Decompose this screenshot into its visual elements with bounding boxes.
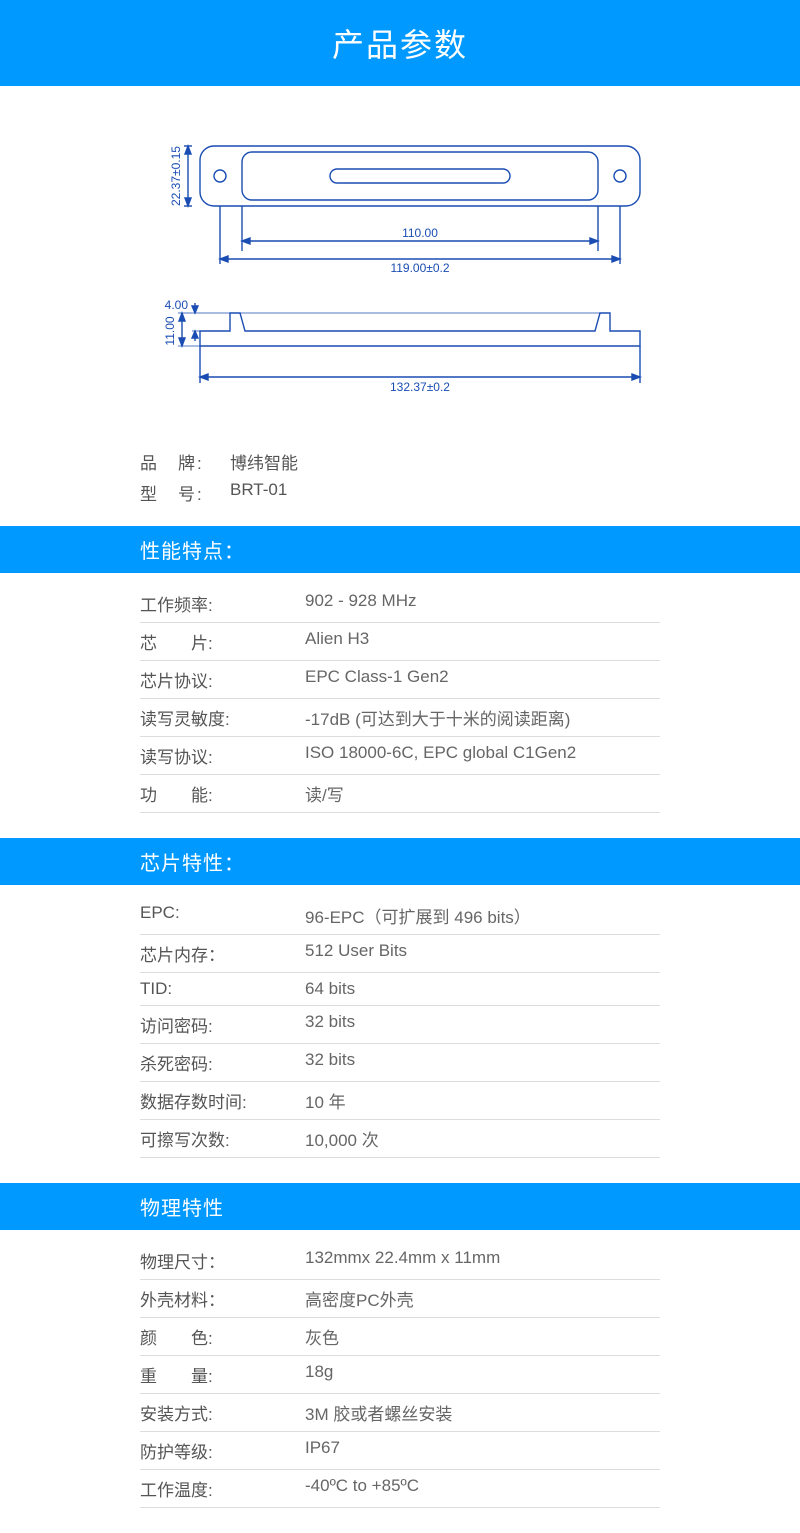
section-header: 性能特点：	[0, 526, 800, 573]
spec-value: 18g	[305, 1362, 660, 1387]
spec-label: 芯片内存：	[140, 941, 305, 966]
dim-inner-width: 110.00	[402, 226, 438, 240]
spec-row: 工作温度:-40ºC to +85ºC	[140, 1470, 660, 1508]
spec-value: 132mmx 22.4mm x 11mm	[305, 1248, 660, 1273]
spec-label: 物理尺寸：	[140, 1248, 305, 1273]
spec-row: 安装方式:3M 胶或者螺丝安装	[140, 1394, 660, 1432]
spec-label: 颜 色:	[140, 1324, 305, 1349]
spec-row: 杀死密码:32 bits	[140, 1044, 660, 1082]
spec-label: 重 量:	[140, 1362, 305, 1387]
spec-value: ISO 18000-6C, EPC global C1Gen2	[305, 743, 660, 768]
spec-label: 读写协议:	[140, 743, 305, 768]
spec-value: EPC Class-1 Gen2	[305, 667, 660, 692]
spec-row: 重 量:18g	[140, 1356, 660, 1394]
spec-value: 高密度PC外壳	[305, 1286, 660, 1311]
dimension-drawing: 22.37±0.15 110.00 119.00±0.2	[140, 116, 660, 416]
dim-total-len: 132.37±0.2	[390, 380, 450, 394]
spec-row: EPC:96-EPC（可扩展到 496 bits）	[140, 897, 660, 935]
spec-value: -40ºC to +85ºC	[305, 1476, 660, 1501]
spec-label: EPC:	[140, 903, 305, 928]
spec-table: EPC:96-EPC（可扩展到 496 bits）芯片内存：512 User B…	[0, 885, 800, 1183]
spec-label: 访问密码:	[140, 1012, 305, 1037]
spec-value: IP67	[305, 1438, 660, 1463]
technical-diagram: 22.37±0.15 110.00 119.00±0.2	[0, 86, 800, 436]
dim-side-11: 11.00	[163, 316, 177, 345]
section-header: 芯片特性：	[0, 838, 800, 885]
dim-height: 22.37±0.15	[169, 146, 183, 206]
spec-table: 工作频率:902 - 928 MHz芯 片:Alien H3芯片协议:EPC C…	[0, 573, 800, 838]
spec-value: 灰色	[305, 1324, 660, 1349]
spec-row: 物理尺寸：132mmx 22.4mm x 11mm	[140, 1242, 660, 1280]
spec-label: 芯片协议:	[140, 667, 305, 692]
spec-label: 防护等级:	[140, 1438, 305, 1463]
spec-label: 芯 片:	[140, 629, 305, 654]
spec-label: 数据存数时间:	[140, 1088, 305, 1113]
spec-value: 3M 胶或者螺丝安装	[305, 1400, 660, 1425]
basic-info: 品 牌: 博纬智能 型 号: BRT-01	[0, 436, 800, 526]
spec-label: 可擦写次数:	[140, 1126, 305, 1151]
spec-label: 工作频率:	[140, 591, 305, 616]
spec-label: TID:	[140, 979, 305, 999]
dim-side-4: 4.00	[165, 298, 189, 312]
model-value: BRT-01	[230, 480, 287, 505]
spec-value: 32 bits	[305, 1012, 660, 1037]
spec-value: 64 bits	[305, 979, 660, 999]
model-label: 型 号:	[140, 480, 230, 505]
spec-label: 功 能:	[140, 781, 305, 806]
spec-row: 颜 色:灰色	[140, 1318, 660, 1356]
spec-value: -17dB (可达到大于十米的阅读距离)	[305, 705, 660, 730]
spec-value: 10 年	[305, 1088, 660, 1113]
spec-row: 防护等级:IP67	[140, 1432, 660, 1470]
brand-row: 品 牌: 博纬智能	[140, 446, 660, 477]
spec-value: 902 - 928 MHz	[305, 591, 660, 616]
spec-value: Alien H3	[305, 629, 660, 654]
spec-table: 物理尺寸：132mmx 22.4mm x 11mm外壳材料：高密度PC外壳颜 色…	[0, 1230, 800, 1533]
spec-row: 数据存数时间:10 年	[140, 1082, 660, 1120]
spec-row: 读写协议:ISO 18000-6C, EPC global C1Gen2	[140, 737, 660, 775]
spec-row: 外壳材料：高密度PC外壳	[140, 1280, 660, 1318]
page-title: 产品参数	[0, 0, 800, 86]
spec-value: 32 bits	[305, 1050, 660, 1075]
spec-label: 外壳材料：	[140, 1286, 305, 1311]
model-row: 型 号: BRT-01	[140, 477, 660, 508]
spec-value: 读/写	[305, 781, 660, 806]
spec-row: 工作频率:902 - 928 MHz	[140, 585, 660, 623]
dim-width-tol: 119.00±0.2	[390, 261, 449, 275]
section-header: 物理特性	[0, 1183, 800, 1230]
spec-label: 安装方式:	[140, 1400, 305, 1425]
spec-label: 工作温度:	[140, 1476, 305, 1501]
spec-label: 读写灵敏度:	[140, 705, 305, 730]
brand-label: 品 牌:	[140, 449, 230, 474]
spec-label: 杀死密码:	[140, 1050, 305, 1075]
brand-value: 博纬智能	[230, 449, 298, 474]
spec-row: 芯 片:Alien H3	[140, 623, 660, 661]
spec-row: 读写灵敏度:-17dB (可达到大于十米的阅读距离)	[140, 699, 660, 737]
spec-value: 512 User Bits	[305, 941, 660, 966]
spec-row: 芯片协议:EPC Class-1 Gen2	[140, 661, 660, 699]
spec-row: 可擦写次数:10,000 次	[140, 1120, 660, 1158]
spec-value: 96-EPC（可扩展到 496 bits）	[305, 903, 660, 928]
spec-row: TID:64 bits	[140, 973, 660, 1006]
spec-row: 功 能:读/写	[140, 775, 660, 813]
spec-row: 芯片内存：512 User Bits	[140, 935, 660, 973]
spec-row: 访问密码:32 bits	[140, 1006, 660, 1044]
spec-value: 10,000 次	[305, 1126, 660, 1151]
